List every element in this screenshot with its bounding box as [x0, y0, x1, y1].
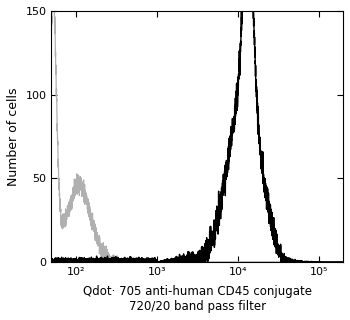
- Y-axis label: Number of cells: Number of cells: [7, 87, 20, 186]
- X-axis label: Qdot· 705 anti-human CD45 conjugate
720/20 band pass filter: Qdot· 705 anti-human CD45 conjugate 720/…: [83, 285, 312, 313]
